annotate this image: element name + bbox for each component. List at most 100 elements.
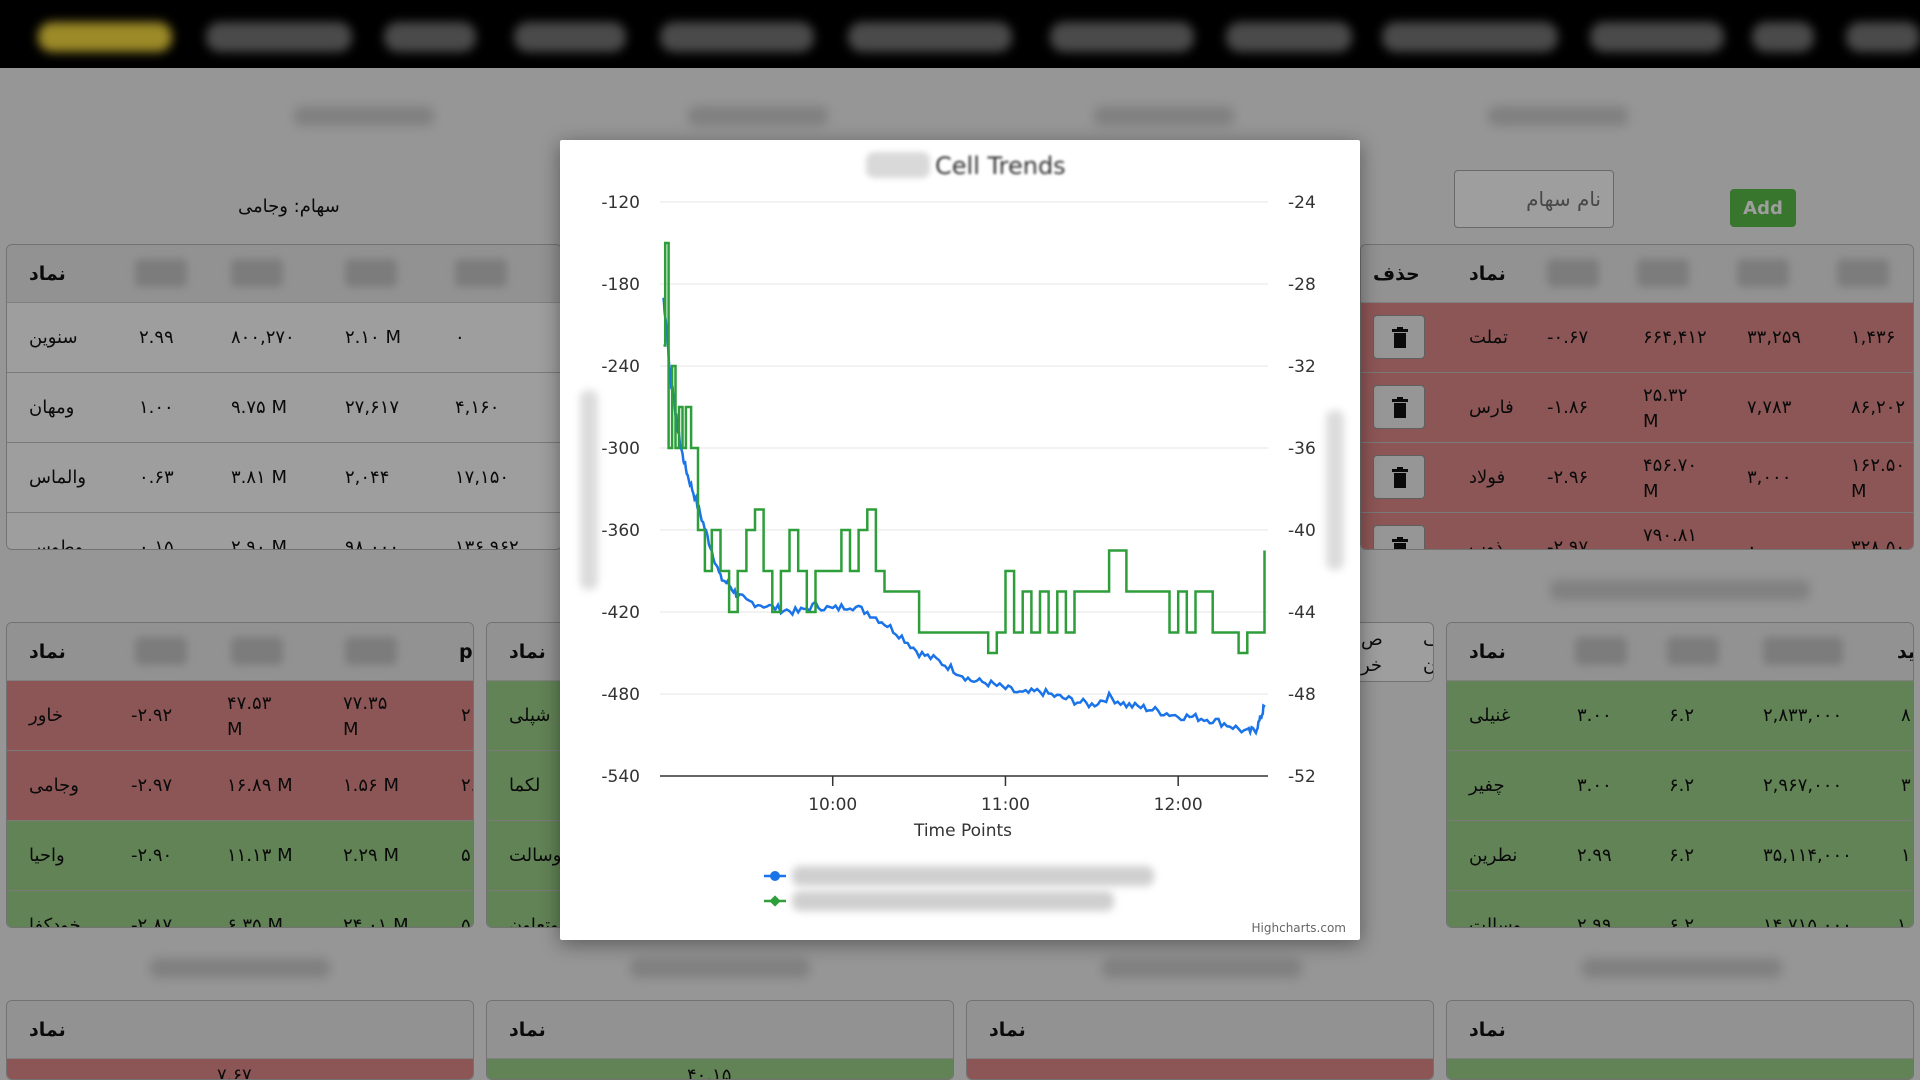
nav-item[interactable]: [660, 22, 814, 52]
add-button[interactable]: Add: [1730, 189, 1796, 227]
table-row[interactable]: ۴۰.۱۵: [487, 1059, 953, 1079]
header-symbol: نماد: [989, 1019, 1026, 1041]
left-tick-label: -300: [601, 439, 640, 459]
left-tick-label: -120: [601, 193, 640, 213]
header-blurred: [1667, 637, 1719, 665]
nav-item[interactable]: [1590, 22, 1724, 52]
nav-item[interactable]: [1050, 22, 1194, 52]
delete-button[interactable]: [1373, 385, 1425, 429]
header-symbol: نماد: [1469, 263, 1506, 285]
cell-symbol: شپلی: [509, 705, 551, 726]
cell-symbol: خاور: [29, 705, 63, 726]
header-symbol: نماد: [29, 641, 66, 663]
table-row[interactable]: ۷.۶۷: [7, 1059, 473, 1079]
cell-value: ۴۵۶.۷۰ M: [1643, 455, 1698, 502]
cell-symbol: واحیا: [29, 845, 65, 866]
table-row[interactable]: ذوب -۲.۹۷ ۷۹۰.۸۱ ۰ ۳۲۸.۵۰: [1361, 513, 1913, 550]
cell-symbol: ومهان: [29, 397, 75, 418]
cell-value: ۸۶,۲۰۲: [1851, 397, 1906, 418]
table-row[interactable]: نطرین ۲.۹۹ ۶.۲ ۳۵,۱۱۴,۰۰۰ ۱: [1447, 821, 1913, 891]
header-symbol: نماد: [509, 1019, 546, 1041]
table-row[interactable]: چفیر ۳.۰۰ ۶.۲ ۲,۹۶۷,۰۰۰ ۳: [1447, 751, 1913, 821]
cell-symbol: ذوب: [1469, 537, 1503, 550]
cell-value: ۳.۸۱ M: [231, 467, 287, 488]
cell-value: ۲۵.۳۲ M: [1643, 385, 1688, 432]
header-blurred: [231, 259, 283, 287]
cell-value: ۹۸,۰۰۰: [345, 537, 400, 550]
table-header: نماد: [7, 1001, 473, 1059]
right-axis-title-blurred: [1326, 410, 1344, 570]
left-axis-title-blurred: [580, 390, 598, 590]
cell-value: ۱۴,۷۱۵,۰۰۰: [1763, 915, 1852, 928]
cell-value: -۲.۹۷: [1547, 537, 1589, 550]
left-tick-label: -240: [601, 357, 640, 377]
cell-value: -۲.۸۷: [131, 915, 173, 928]
delete-button[interactable]: [1373, 455, 1425, 499]
legend-item-blue[interactable]: [764, 866, 1154, 886]
header-blurred: [1547, 259, 1599, 287]
cell-value: ۷۹۰.۸۱: [1643, 525, 1698, 546]
nav-item[interactable]: [848, 22, 1012, 52]
table-row[interactable]: واحیا -۲.۹۰ ۱۱.۱۳ M ۲.۲۹ M ۵: [7, 821, 473, 891]
caption-blurred: [630, 958, 810, 978]
stat-blurred: [1488, 106, 1628, 126]
table-row[interactable]: خاور -۲.۹۲ ۴۷.۵۳ M ۷۷.۳۵ M ۲: [7, 681, 473, 751]
table-row[interactable]: وسالت ۲.۹۹ ۶.۲ ۱۴,۷۱۵,۰۰۰ ۱.: [1447, 891, 1913, 928]
left-tick-label: -420: [601, 603, 640, 623]
nav-item[interactable]: [1226, 22, 1352, 52]
table-row[interactable]: تملت -۰.۶۷ ۶۶۴,۴۱۲ ۳۳,۲۵۹ ۱,۴۳۶: [1361, 303, 1913, 373]
header-partial: ف: [1423, 627, 1433, 653]
cell-value: ۸۰۰,۲۷۰: [231, 327, 295, 348]
stock-name-input[interactable]: [1454, 170, 1614, 228]
nav-item[interactable]: [206, 22, 352, 52]
legend-label-blurred: [792, 891, 1114, 911]
cell-value: ۰: [455, 327, 465, 348]
series-line-green: [663, 241, 1266, 655]
cell-value: ۱۶.۸۹ M: [227, 775, 293, 796]
table-row[interactable]: فولاد -۲.۹۶ ۴۵۶.۷۰ M ۳,۰۰۰ ۱۶۲.۵۰ M: [1361, 443, 1913, 513]
table-row[interactable]: [967, 1059, 1433, 1079]
cell-value: -۱.۸۶: [1547, 397, 1589, 418]
table-row[interactable]: غنیلی ۳.۰۰ ۶.۲ ۲,۸۳۳,۰۰۰ ۸: [1447, 681, 1913, 751]
cell-value: ۲.: [461, 775, 473, 796]
table-row[interactable]: خودکفا -۲.۸۷ ۶.۳۵ M ۲۴.۰۱ M ۵: [7, 891, 473, 928]
cell-value: ۵: [461, 915, 471, 928]
table-row[interactable]: وجامی -۲.۹۷ ۱۶.۸۹ M ۱.۵۶ M ۲.: [7, 751, 473, 821]
cell-value: ۰: [1747, 537, 1757, 550]
cell-value: ۲۴.۰۱ M: [343, 915, 409, 928]
cell-value: ۳۵,۱۱۴,۰۰۰: [1763, 845, 1852, 866]
table-row[interactable]: والماس ۰.۶۳ ۳.۸۱ M ۲,۰۴۴ ۱۷,۱۵۰: [7, 443, 561, 513]
header-symbol: نماد: [29, 263, 66, 285]
nav-item[interactable]: [1382, 22, 1558, 52]
nav-item[interactable]: [1752, 22, 1814, 52]
selected-stock-caption: سهام: وجامی: [238, 196, 340, 217]
header-blurred: [1837, 259, 1889, 287]
cell-value: ۲,۹۶۷,۰۰۰: [1763, 775, 1843, 796]
chart-title: Cell Trends: [935, 152, 1066, 180]
table-row[interactable]: [1447, 1059, 1913, 1079]
cell-value: ۵: [461, 845, 471, 866]
cell-value: ۳.۰۰: [1577, 705, 1612, 726]
nav-item[interactable]: [384, 22, 476, 52]
delete-button[interactable]: [1373, 315, 1425, 359]
legend-item-green[interactable]: [764, 891, 1114, 911]
trash-icon: [1392, 467, 1408, 488]
table-row[interactable]: فارس -۱.۸۶ ۲۵.۳۲ M ۷,۷۸۳ ۸۶,۲۰۲: [1361, 373, 1913, 443]
nav-item-active[interactable]: [38, 22, 172, 52]
table-row[interactable]: سنوین ۲.۹۹ ۸۰۰,۲۷۰ ۲.۱۰ M ۰: [7, 303, 561, 373]
chart-credit[interactable]: Highcharts.com: [1252, 921, 1346, 935]
right-tick-label: -28: [1288, 275, 1316, 295]
nav-item[interactable]: [514, 22, 626, 52]
cell-value: ۲,۰۴۴: [345, 467, 390, 488]
cell-value: ۱: [1901, 845, 1911, 866]
nav-item[interactable]: [1846, 22, 1920, 52]
table-row[interactable]: وطوس ۰.۱۵ ۲.۹۰ M ۹۸,۰۰۰ ۱۳۶,۹۶۲: [7, 513, 561, 550]
cell-value: -۲.۹۷: [131, 775, 173, 796]
cell-value: ۲۷,۶۱۷: [345, 397, 400, 418]
table-row[interactable]: ومهان ۱.۰۰ ۹.۷۵ M ۲۷,۶۱۷ ۴,۱۶۰: [7, 373, 561, 443]
cell-value: ۲.۹۹: [1577, 845, 1612, 866]
cell-value: ۲.۹۹: [1577, 915, 1612, 928]
trash-icon: [1392, 397, 1408, 418]
header-blurred: [345, 637, 397, 665]
delete-button[interactable]: [1373, 525, 1425, 549]
